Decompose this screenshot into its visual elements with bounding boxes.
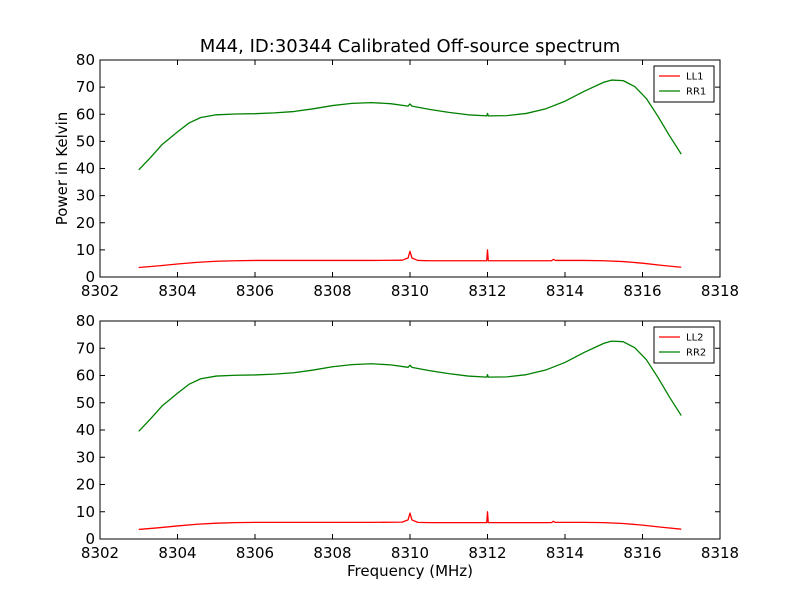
legend-box <box>653 326 715 364</box>
x-tick-label: 8310 <box>391 282 429 300</box>
x-tick-label: 8308 <box>313 282 351 300</box>
x-tick-label: 8302 <box>81 282 119 300</box>
plot-frame <box>99 320 721 540</box>
legend-label: RR2 <box>686 348 706 359</box>
y-tick-label: 20 <box>76 476 95 494</box>
chart-title: M44, ID:30344 Calibrated Off-source spec… <box>200 36 621 57</box>
legend-label: LL2 <box>686 333 704 344</box>
legend-box <box>653 65 715 103</box>
x-tick-label: 8314 <box>546 544 584 562</box>
y-tick-label: 10 <box>76 503 95 521</box>
y-tick-label: 20 <box>76 214 95 232</box>
x-tick-label: 8304 <box>158 282 196 300</box>
y-tick-label: 30 <box>76 448 95 466</box>
x-tick-label: 8312 <box>468 544 506 562</box>
y-tick-label: 70 <box>76 339 95 357</box>
y-tick-label: 30 <box>76 187 95 205</box>
x-tick-label: 8304 <box>158 544 196 562</box>
series-line-ll2 <box>138 511 682 531</box>
x-tick-label: 8318 <box>701 282 739 300</box>
legend-label: LL1 <box>686 72 704 83</box>
y-tick-label: 60 <box>76 105 95 123</box>
y-tick-label: 50 <box>76 394 95 412</box>
top-panel: 8302 8304 8306 8308 8310 8312 8314 8316 8318 0 10 2… <box>53 51 739 300</box>
y-tick-label: 10 <box>76 241 95 259</box>
y-tick-label: 80 <box>76 312 95 330</box>
x-axis-label: Frequency (MHz) <box>347 562 473 580</box>
legend-label: RR1 <box>686 87 706 98</box>
y-tick-label: 0 <box>85 268 95 286</box>
series-line-rr2 <box>138 340 682 432</box>
x-tick-label: 8310 <box>391 544 429 562</box>
x-tick-label: 8302 <box>81 544 119 562</box>
x-tick-label: 8314 <box>546 282 584 300</box>
x-tick-label: 8308 <box>313 544 351 562</box>
y-tick-label: 50 <box>76 132 95 150</box>
series-line-ll1 <box>138 249 682 269</box>
y-tick-label: 60 <box>76 367 95 385</box>
bottom-panel: 8302 8304 8306 8308 8310 8312 8314 8316 8318 0 10 2… <box>76 312 739 580</box>
series-line-rr1 <box>138 79 682 171</box>
y-tick-label: 80 <box>76 51 95 69</box>
y-axis-label: Power in Kelvin <box>53 112 71 226</box>
y-tick-label: 40 <box>76 421 95 439</box>
x-tick-label: 8312 <box>468 282 506 300</box>
x-tick-label: 8318 <box>701 544 739 562</box>
x-tick-label: 8306 <box>236 544 274 562</box>
y-tick-label: 40 <box>76 160 95 178</box>
x-tick-label: 8316 <box>623 544 661 562</box>
y-tick-label: 70 <box>76 78 95 96</box>
plot-frame <box>99 59 721 278</box>
x-tick-label: 8306 <box>236 282 274 300</box>
x-tick-label: 8316 <box>623 282 661 300</box>
y-tick-label: 0 <box>85 530 95 548</box>
